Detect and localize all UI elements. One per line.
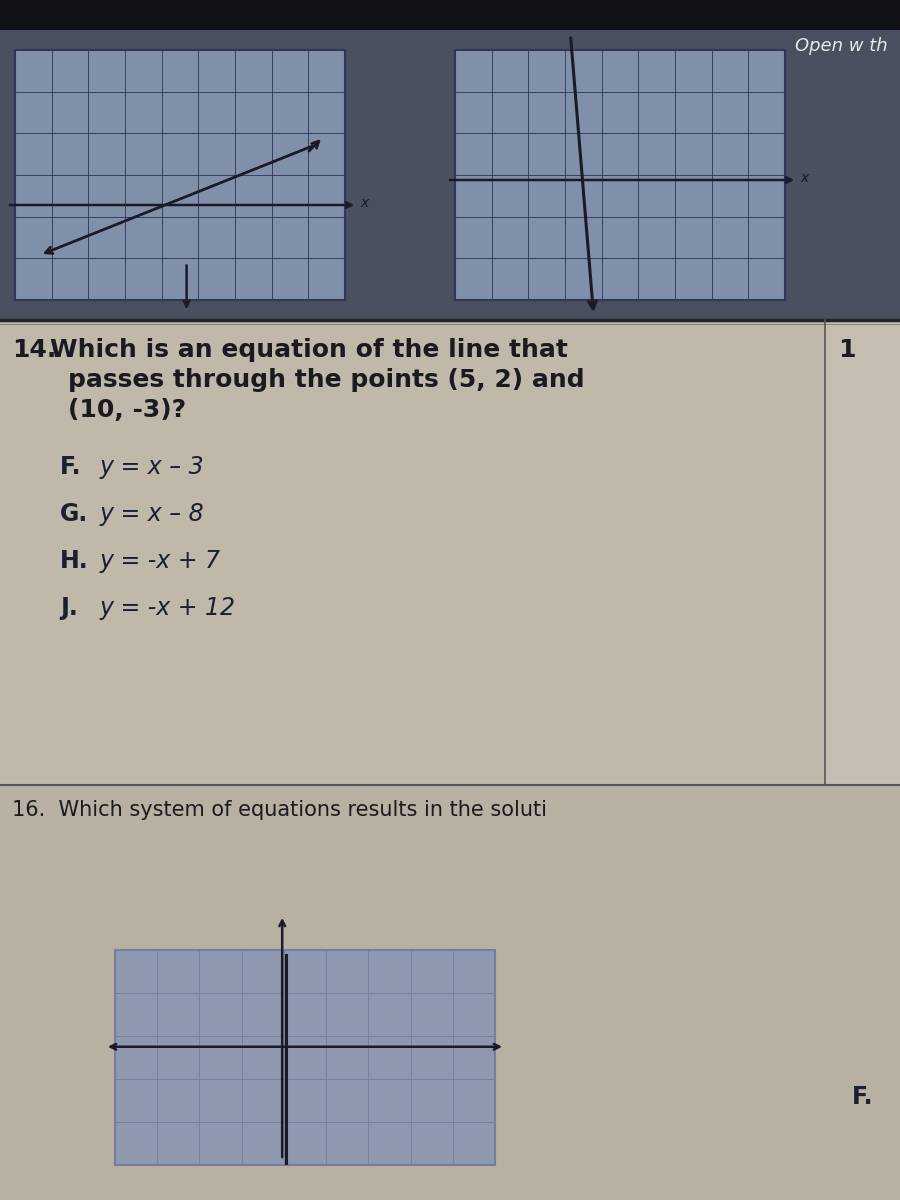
- Text: 16.  Which system of equations results in the soluti: 16. Which system of equations results in…: [12, 800, 547, 820]
- Text: J.: J.: [60, 596, 77, 620]
- Text: y = x – 3: y = x – 3: [100, 455, 204, 479]
- Text: H.: H.: [60, 550, 88, 572]
- Text: G.: G.: [60, 502, 88, 526]
- Bar: [0, 30, 900, 320]
- Bar: [0, 785, 900, 1200]
- Bar: [825, 320, 900, 785]
- Text: x: x: [800, 170, 808, 185]
- Text: 14.: 14.: [12, 338, 56, 362]
- Text: y = -x + 12: y = -x + 12: [100, 596, 236, 620]
- Text: F.: F.: [60, 455, 82, 479]
- Text: y = -x + 7: y = -x + 7: [100, 550, 221, 572]
- Bar: [15, 50, 345, 300]
- Bar: [0, 320, 825, 785]
- Text: Which is an equation of the line that: Which is an equation of the line that: [50, 338, 568, 362]
- Text: Open w th: Open w th: [796, 37, 888, 55]
- Text: passes through the points (5, 2) and: passes through the points (5, 2) and: [68, 368, 585, 392]
- Text: x: x: [360, 196, 368, 210]
- Bar: [115, 950, 495, 1165]
- Bar: [0, 0, 900, 30]
- Text: y = x – 8: y = x – 8: [100, 502, 204, 526]
- Text: (10, -3)?: (10, -3)?: [68, 398, 186, 422]
- Bar: [455, 50, 785, 300]
- Text: F.: F.: [852, 1085, 874, 1109]
- Text: 1: 1: [838, 338, 856, 362]
